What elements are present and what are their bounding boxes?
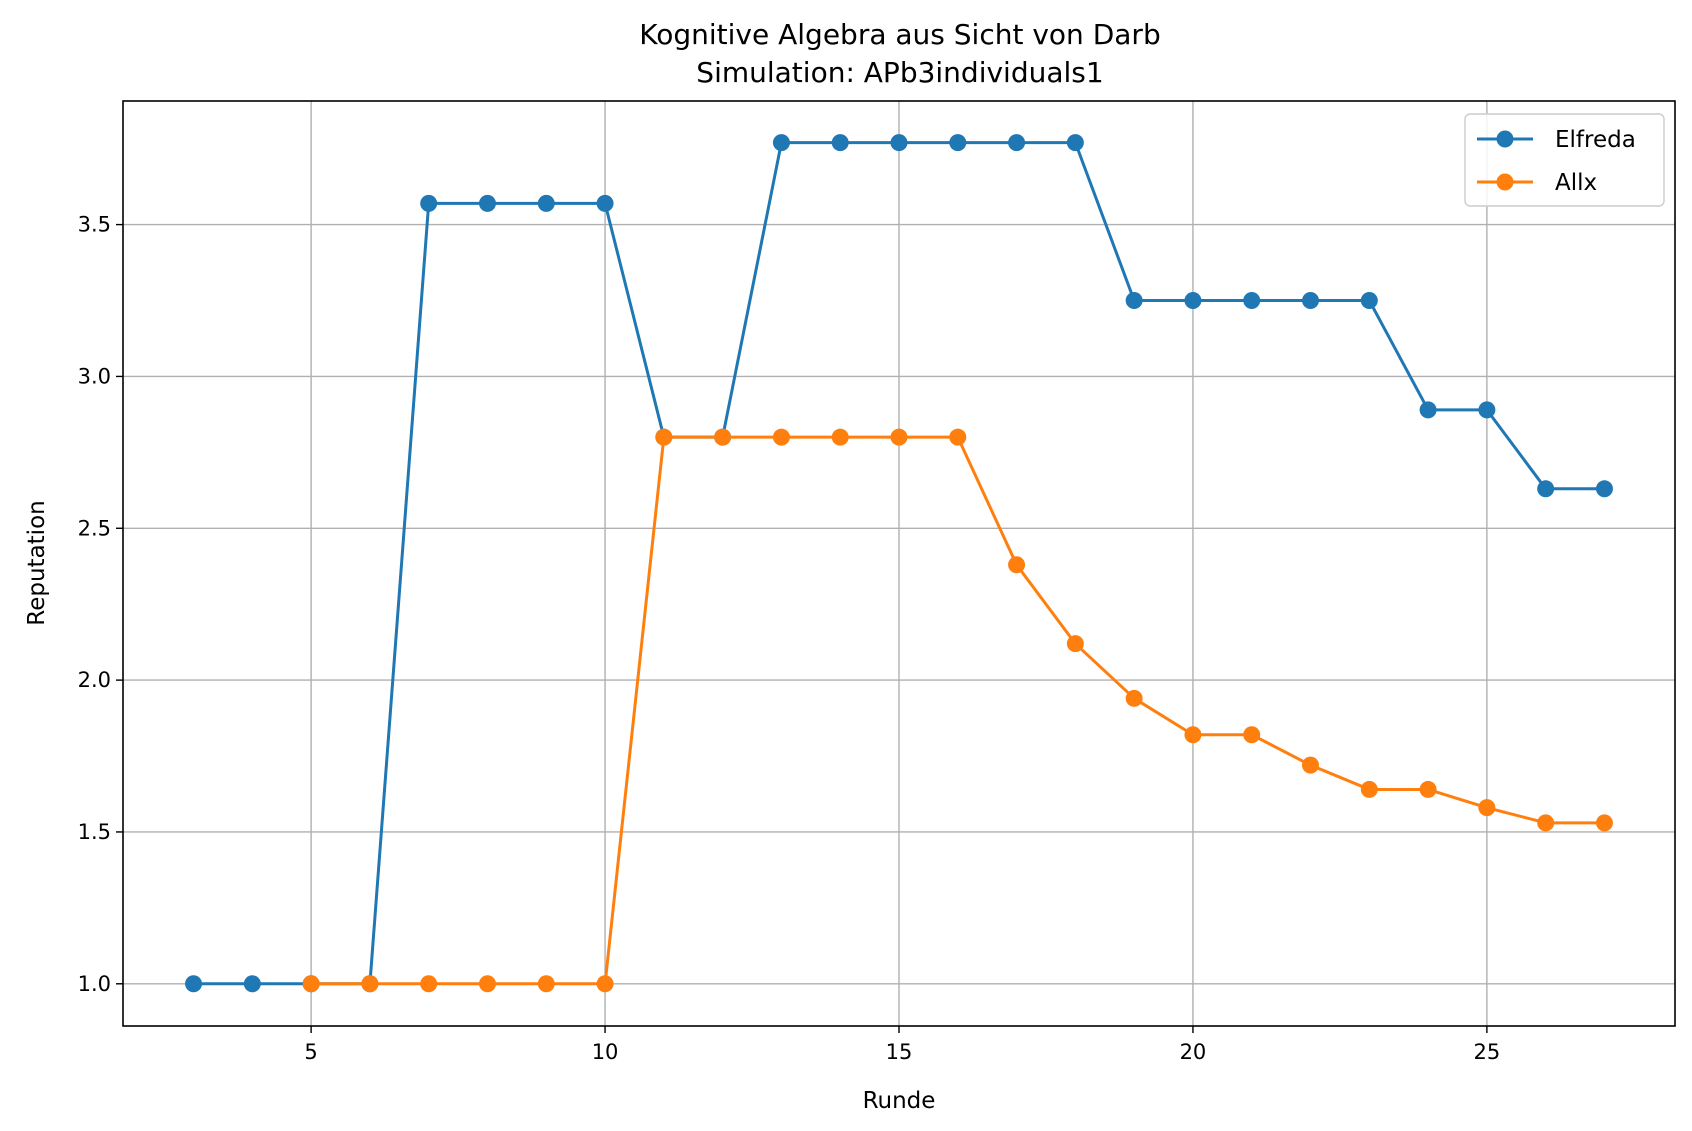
axis-ticks: 5 10 15 20 25 1.0 1.5 2.0 2.5 3.0 3.5	[78, 213, 1501, 1064]
data-point	[890, 428, 908, 446]
data-point	[420, 975, 438, 993]
data-point	[1008, 134, 1026, 152]
data-point	[1066, 635, 1084, 653]
data-point	[1302, 756, 1320, 774]
data-point	[831, 428, 849, 446]
data-point	[478, 194, 496, 212]
data-point	[772, 134, 790, 152]
data-point	[890, 134, 908, 152]
y-tick-label: 1.5	[78, 820, 111, 844]
data-point	[1125, 292, 1143, 310]
data-point	[1595, 814, 1613, 832]
data-point	[361, 975, 379, 993]
legend-label: Elfreda	[1555, 127, 1636, 153]
chart-subtitle: Simulation: APb3individuals1	[696, 56, 1103, 89]
data-point	[596, 975, 614, 993]
data-point	[1419, 401, 1437, 419]
legend-label: Allx	[1555, 170, 1597, 196]
data-point	[772, 428, 790, 446]
chart-title: Kognitive Algebra aus Sicht von Darb	[639, 18, 1160, 51]
data-point	[655, 428, 673, 446]
y-axis-label: Reputation	[24, 500, 50, 625]
plot-series	[185, 134, 1613, 993]
data-point	[949, 134, 967, 152]
y-tick-label: 1.0	[78, 972, 111, 996]
data-point	[1478, 799, 1496, 817]
data-point	[1184, 292, 1202, 310]
legend: Elfreda Allx	[1464, 113, 1665, 207]
y-tick-label: 3.0	[78, 364, 111, 388]
data-point	[596, 194, 614, 212]
data-point	[949, 428, 967, 446]
data-point	[1360, 780, 1378, 798]
legend-marker	[1496, 173, 1514, 191]
data-point	[1419, 780, 1437, 798]
data-point	[1243, 726, 1261, 744]
data-point	[1243, 292, 1261, 310]
data-point	[1184, 726, 1202, 744]
data-point	[1302, 292, 1320, 310]
data-point	[1537, 480, 1555, 498]
y-tick-label: 2.0	[78, 668, 111, 692]
data-point	[1125, 689, 1143, 707]
y-tick-label: 2.5	[78, 516, 111, 540]
x-axis-label: Runde	[863, 1088, 936, 1114]
x-tick-label: 5	[304, 1040, 317, 1064]
data-point	[1360, 292, 1378, 310]
data-point	[302, 975, 320, 993]
data-point	[1595, 480, 1613, 498]
x-tick-label: 20	[1180, 1040, 1207, 1064]
data-point	[420, 194, 438, 212]
data-point	[1478, 401, 1496, 419]
data-point	[714, 428, 732, 446]
data-point	[1008, 556, 1026, 574]
data-point	[537, 975, 555, 993]
data-point	[478, 975, 496, 993]
data-point	[1537, 814, 1555, 832]
legend-marker	[1496, 130, 1514, 148]
series-allx	[302, 428, 1613, 993]
y-tick-label: 3.5	[78, 213, 111, 237]
x-tick-label: 25	[1474, 1040, 1501, 1064]
data-point	[243, 975, 261, 993]
data-point	[537, 194, 555, 212]
x-tick-label: 15	[886, 1040, 913, 1064]
x-tick-label: 10	[592, 1040, 619, 1064]
series-elfreda	[185, 134, 1613, 993]
data-point	[1066, 134, 1084, 152]
data-point	[831, 134, 849, 152]
data-point	[185, 975, 203, 993]
